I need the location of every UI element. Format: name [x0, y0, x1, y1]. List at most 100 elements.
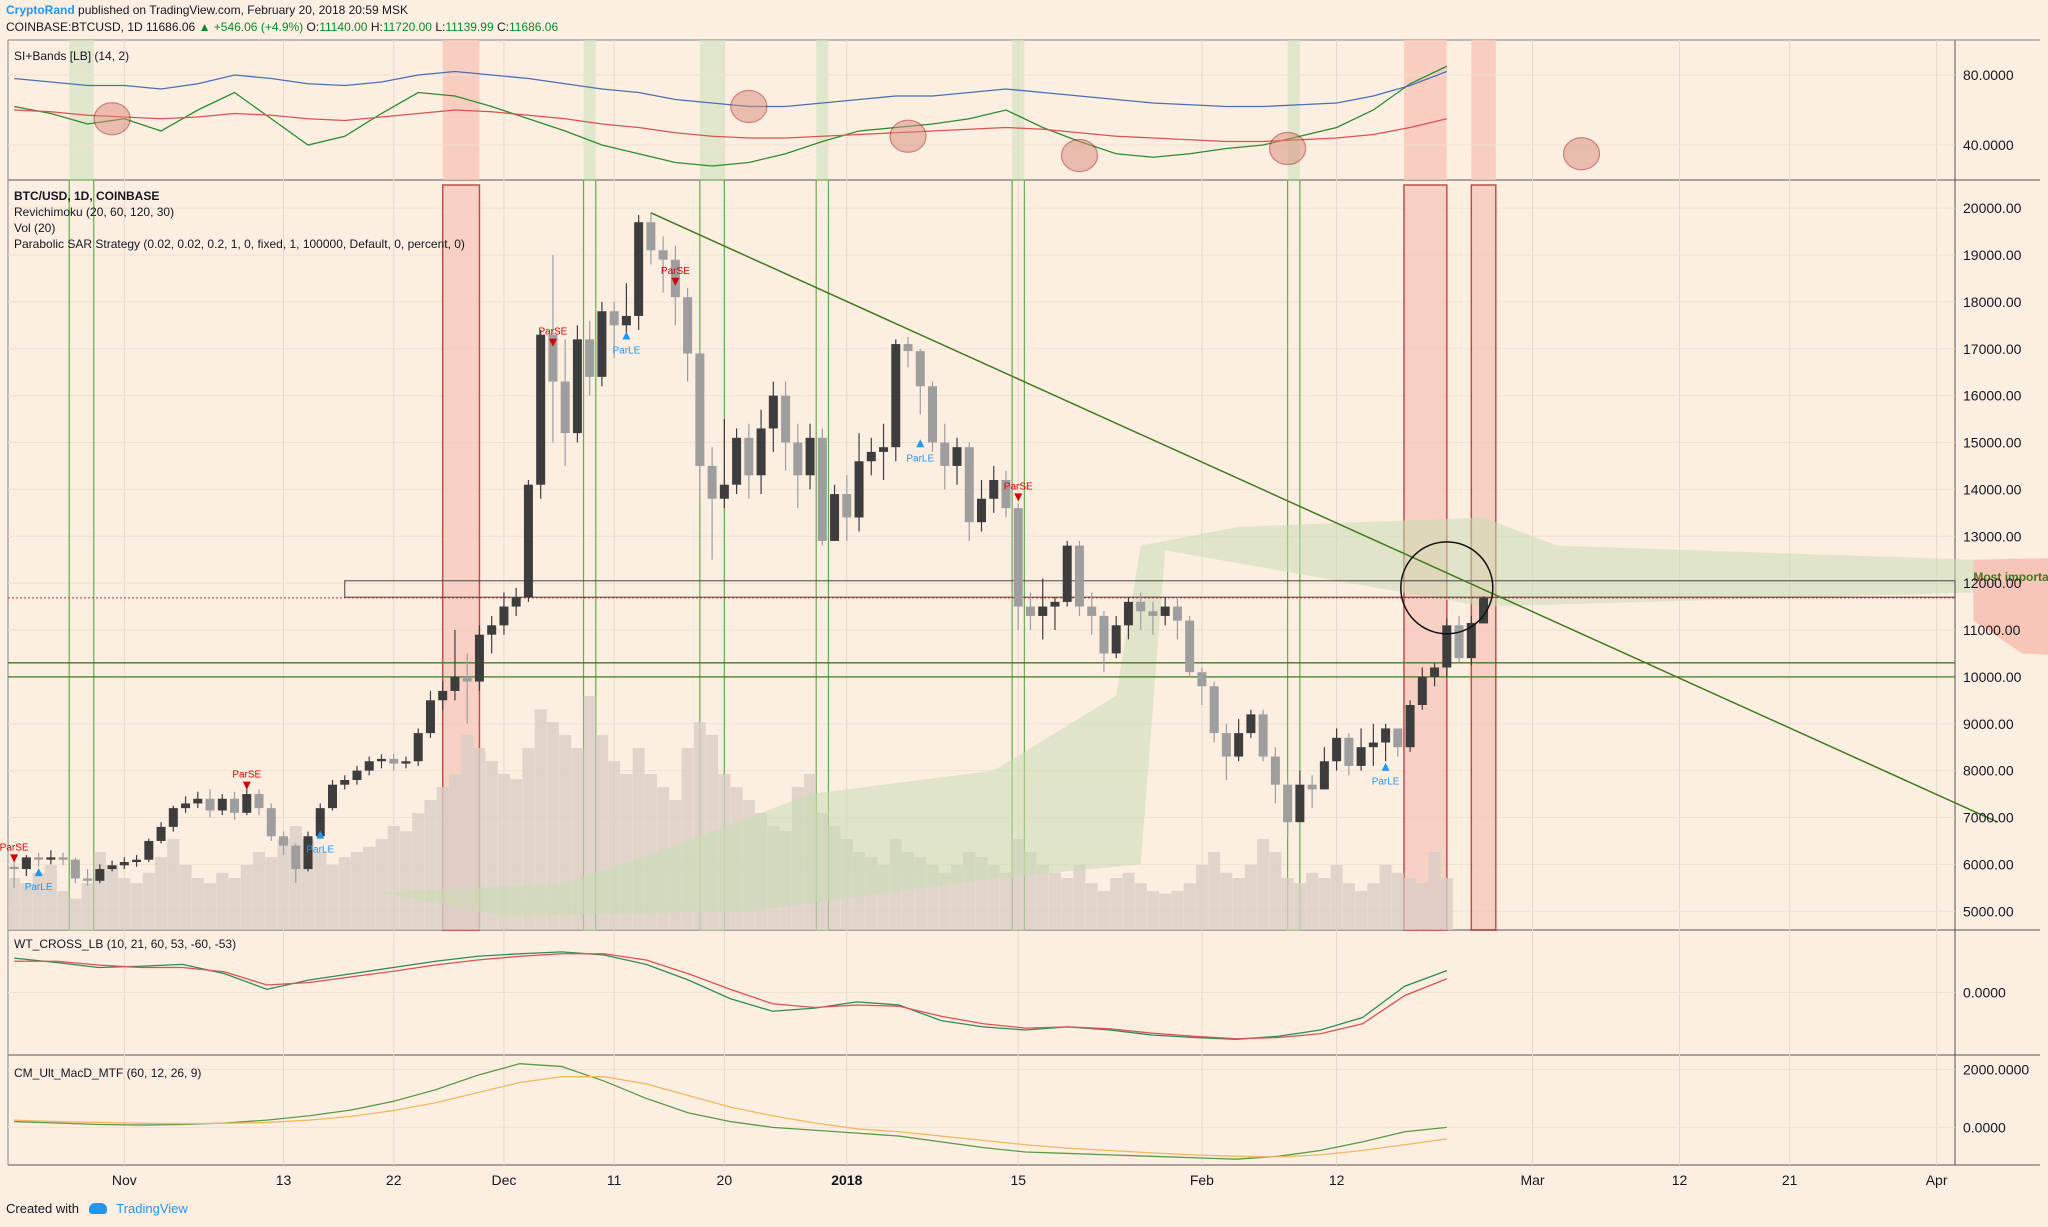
candle[interactable] — [46, 850, 56, 865]
candle[interactable] — [915, 348, 925, 415]
candle[interactable] — [1172, 597, 1182, 640]
candle[interactable] — [205, 789, 215, 818]
candle[interactable] — [340, 775, 350, 790]
candle[interactable] — [364, 756, 374, 776]
candle[interactable] — [438, 681, 448, 710]
candle[interactable] — [1062, 540, 1072, 607]
candle[interactable] — [1001, 470, 1011, 518]
candle[interactable] — [768, 381, 778, 452]
candle[interactable] — [1368, 723, 1378, 766]
candle[interactable] — [842, 475, 852, 541]
candle[interactable] — [1430, 662, 1440, 687]
candle[interactable] — [548, 255, 558, 443]
candle[interactable] — [1344, 733, 1354, 776]
candle[interactable] — [511, 587, 521, 616]
candle[interactable] — [1258, 709, 1268, 762]
candle[interactable] — [695, 348, 705, 499]
candle[interactable] — [1319, 747, 1329, 790]
candle[interactable] — [952, 437, 962, 485]
candle[interactable] — [328, 780, 337, 811]
candle[interactable] — [928, 381, 938, 452]
candle[interactable] — [34, 852, 44, 867]
candle[interactable] — [1197, 667, 1207, 706]
candle[interactable] — [1038, 578, 1048, 640]
candle[interactable] — [499, 592, 509, 635]
candle[interactable] — [1356, 728, 1366, 771]
candle[interactable] — [266, 803, 276, 841]
candle[interactable] — [683, 287, 693, 382]
candle[interactable] — [474, 625, 484, 691]
candle[interactable] — [719, 419, 729, 509]
candle[interactable] — [95, 864, 105, 884]
candle[interactable] — [744, 423, 754, 499]
candle[interactable] — [425, 690, 435, 738]
candle[interactable] — [597, 301, 607, 387]
candle[interactable] — [817, 428, 827, 546]
candle[interactable] — [1332, 728, 1342, 771]
candle[interactable] — [1136, 592, 1146, 631]
candle[interactable] — [83, 869, 93, 886]
candle[interactable] — [144, 838, 154, 863]
candle[interactable] — [866, 437, 876, 476]
candle[interactable] — [352, 765, 362, 785]
candle[interactable] — [1442, 618, 1452, 677]
candle[interactable] — [658, 236, 668, 293]
candle[interactable] — [732, 428, 742, 495]
candle[interactable] — [230, 791, 240, 820]
candle[interactable] — [646, 212, 656, 265]
candle[interactable] — [989, 465, 999, 513]
candle[interactable] — [1111, 615, 1121, 659]
candle[interactable] — [536, 330, 546, 499]
candle[interactable] — [964, 442, 974, 541]
candle[interactable] — [830, 484, 840, 541]
candle[interactable] — [303, 831, 313, 872]
candle[interactable] — [609, 301, 619, 359]
candle[interactable] — [1087, 592, 1097, 635]
candle[interactable] — [1209, 681, 1219, 743]
candle[interactable] — [168, 805, 178, 832]
candle[interactable] — [242, 784, 252, 816]
candle[interactable] — [1148, 601, 1158, 635]
candle[interactable] — [1479, 596, 1489, 624]
candle[interactable] — [621, 283, 631, 335]
candle[interactable] — [462, 653, 472, 724]
candle[interactable] — [634, 215, 644, 330]
candle[interactable] — [193, 791, 203, 809]
candle[interactable] — [254, 789, 264, 816]
candle[interactable] — [1185, 615, 1195, 677]
candle[interactable] — [854, 433, 864, 532]
candle[interactable] — [940, 423, 950, 490]
candle[interactable] — [1417, 667, 1427, 710]
candle[interactable] — [1074, 540, 1084, 616]
candle[interactable] — [977, 480, 986, 532]
candle[interactable] — [9, 859, 19, 888]
candle[interactable] — [181, 796, 191, 813]
candle[interactable] — [805, 423, 815, 490]
candle[interactable] — [21, 855, 31, 877]
candle[interactable] — [1025, 592, 1035, 631]
tradingview-link[interactable]: TradingView — [116, 1201, 188, 1216]
candle[interactable] — [1270, 747, 1280, 804]
candle[interactable] — [1013, 503, 1023, 630]
candle[interactable] — [376, 754, 386, 769]
candle[interactable] — [1234, 719, 1244, 762]
candle[interactable] — [891, 339, 901, 462]
candle[interactable] — [70, 857, 80, 884]
candle[interactable] — [58, 852, 68, 866]
candle[interactable] — [1381, 723, 1391, 762]
candle[interactable] — [487, 615, 497, 654]
candle[interactable] — [560, 339, 570, 466]
candle[interactable] — [1160, 597, 1170, 626]
candle[interactable] — [756, 409, 766, 495]
candle[interactable] — [879, 423, 889, 480]
candle[interactable] — [279, 831, 289, 855]
candle[interactable] — [1123, 597, 1133, 640]
candle[interactable] — [156, 822, 166, 844]
candle[interactable] — [1221, 723, 1231, 780]
candle[interactable] — [450, 630, 460, 701]
candle[interactable] — [903, 337, 913, 368]
candle[interactable] — [707, 447, 717, 560]
candle[interactable] — [1295, 770, 1305, 823]
candle[interactable] — [291, 843, 301, 884]
